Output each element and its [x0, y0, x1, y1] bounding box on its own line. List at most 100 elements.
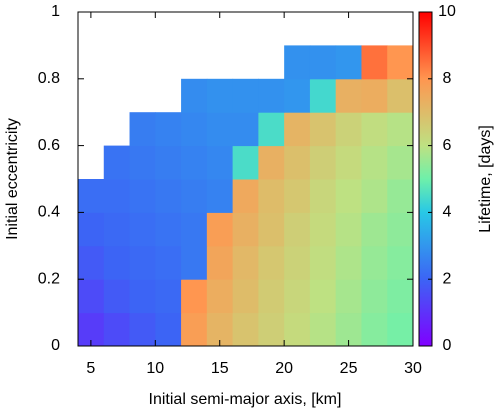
heatmap-cell: [335, 179, 362, 213]
heatmap-cell: [103, 145, 131, 180]
heatmap-cell: [181, 279, 208, 314]
colorbar-tick-label: 2: [443, 270, 452, 287]
heatmap-cell: [181, 145, 208, 180]
colorbar: [418, 11, 433, 347]
heatmap-cell: [129, 212, 156, 247]
heatmap-cell: [78, 179, 105, 213]
heatmap-cell: [361, 279, 388, 314]
heatmap-cell: [309, 45, 337, 80]
heatmap-cell: [258, 78, 285, 113]
heatmap-cell: [78, 245, 105, 280]
heatmap-cell: [361, 212, 388, 247]
heatmap-cell: [361, 112, 388, 147]
heatmap-cell: [361, 45, 388, 80]
x-tick-label: 15: [211, 360, 229, 377]
y-tick-label: 0.8: [38, 70, 60, 87]
heatmap-cell: [206, 145, 234, 180]
heatmap-cell: [387, 112, 414, 147]
heatmap-cell: [258, 112, 285, 147]
heatmap-cell: [103, 312, 131, 347]
heatmap-cell: [232, 179, 259, 213]
heatmap-cell: [387, 78, 414, 113]
x-tick-label: 30: [404, 360, 422, 377]
y-tick-label: 0.6: [38, 137, 60, 154]
heatmap-cell: [335, 78, 362, 113]
heatmap-cell: [284, 112, 311, 147]
heatmap-cell: [129, 245, 156, 280]
heatmap-cell: [181, 245, 208, 280]
heatmap-cell: [155, 245, 182, 280]
heatmap-cell: [155, 212, 182, 247]
heatmap-cell: [387, 212, 414, 247]
heatmap-cell: [232, 145, 259, 180]
heatmap-cell: [284, 179, 311, 213]
heatmap-cell: [155, 312, 182, 347]
colorbar-tick-label: 0: [443, 337, 452, 354]
heatmap-cell: [335, 279, 362, 314]
heatmap-cell: [181, 179, 208, 213]
heatmap-cell: [361, 78, 388, 113]
colorbar-tick-label: 6: [443, 137, 452, 154]
heatmap-cell: [387, 245, 414, 280]
heatmap-cell: [361, 245, 388, 280]
heatmap-cell: [103, 279, 131, 314]
heatmap-cell: [361, 179, 388, 213]
heatmap-cell: [103, 179, 131, 213]
heatmap-cell: [206, 78, 234, 113]
heatmap-cell: [335, 45, 362, 80]
heatmap-cell: [284, 245, 311, 280]
heatmap-cell: [232, 212, 259, 247]
heatmap-cell: [232, 312, 259, 347]
heatmap-cell: [103, 212, 131, 247]
heatmap-cell: [284, 45, 311, 80]
heatmap-cell: [309, 179, 337, 213]
heatmap-cell: [258, 279, 285, 314]
heatmap-cell: [387, 45, 414, 80]
heatmap-cell: [309, 245, 337, 280]
x-axis-label: Initial semi-major axis, [km]: [149, 391, 342, 408]
heatmap-cell: [206, 112, 234, 147]
heatmap-cell: [387, 179, 414, 213]
heatmap-cell: [103, 245, 131, 280]
heatmap-cell: [284, 145, 311, 180]
heatmap-cell: [335, 245, 362, 280]
heatmap-cell: [284, 78, 311, 113]
heatmap-cell: [181, 312, 208, 347]
heatmap-cell: [258, 245, 285, 280]
heatmap-cell: [309, 212, 337, 247]
heatmap-cell: [78, 212, 105, 247]
heatmap-cell: [335, 145, 362, 180]
x-tick-label: 25: [340, 360, 358, 377]
heatmap-cell: [206, 212, 234, 247]
heatmap-cell: [387, 279, 414, 314]
heatmap-cell: [181, 112, 208, 147]
heatmap-cell: [387, 312, 414, 347]
heatmap-cell: [206, 245, 234, 280]
heatmap-cell: [129, 279, 156, 314]
heatmap-cell: [335, 212, 362, 247]
heatmap-cell: [284, 279, 311, 314]
heatmap-cell: [361, 312, 388, 347]
heatmap-cell: [155, 179, 182, 213]
y-axis-label: Initial eccentricity: [4, 118, 21, 240]
heatmap-cell: [232, 112, 259, 147]
y-tick-label: 0.2: [38, 270, 60, 287]
y-tick-label: 1: [51, 3, 60, 20]
heatmap-cell: [155, 279, 182, 314]
heatmap-cell: [258, 179, 285, 213]
heatmap-cell: [232, 245, 259, 280]
heatmap-cell: [309, 112, 337, 147]
heatmap-cell: [309, 78, 337, 113]
heatmap-cell: [129, 179, 156, 213]
x-tick-label: 20: [275, 360, 293, 377]
heatmap-cell: [129, 145, 156, 180]
heatmap-cell: [155, 145, 182, 180]
heatmap-cell: [284, 312, 311, 347]
heatmap-cell: [361, 145, 388, 180]
heatmap-cell: [309, 279, 337, 314]
colorbar-tick-label: 4: [443, 204, 452, 221]
heatmap-cell: [232, 78, 259, 113]
heatmap-cell: [155, 112, 182, 147]
heatmap-cell: [232, 279, 259, 314]
heatmap-cell: [258, 312, 285, 347]
